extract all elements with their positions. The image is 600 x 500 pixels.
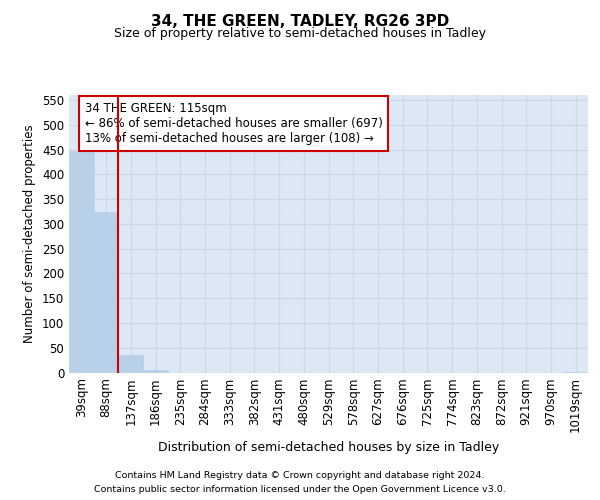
Text: Contains HM Land Registry data © Crown copyright and database right 2024.: Contains HM Land Registry data © Crown c…	[115, 472, 485, 480]
X-axis label: Distribution of semi-detached houses by size in Tadley: Distribution of semi-detached houses by …	[158, 440, 499, 454]
Bar	[69, 151, 94, 372]
Text: Size of property relative to semi-detached houses in Tadley: Size of property relative to semi-detach…	[114, 28, 486, 40]
Bar	[94, 212, 118, 372]
Text: Contains public sector information licensed under the Open Government Licence v3: Contains public sector information licen…	[94, 484, 506, 494]
Text: 34, THE GREEN, TADLEY, RG26 3PD: 34, THE GREEN, TADLEY, RG26 3PD	[151, 14, 449, 28]
Bar	[143, 370, 168, 372]
Text: 34 THE GREEN: 115sqm
← 86% of semi-detached houses are smaller (697)
13% of semi: 34 THE GREEN: 115sqm ← 86% of semi-detac…	[85, 102, 382, 145]
Bar	[118, 355, 143, 372]
Y-axis label: Number of semi-detached properties: Number of semi-detached properties	[23, 124, 37, 343]
